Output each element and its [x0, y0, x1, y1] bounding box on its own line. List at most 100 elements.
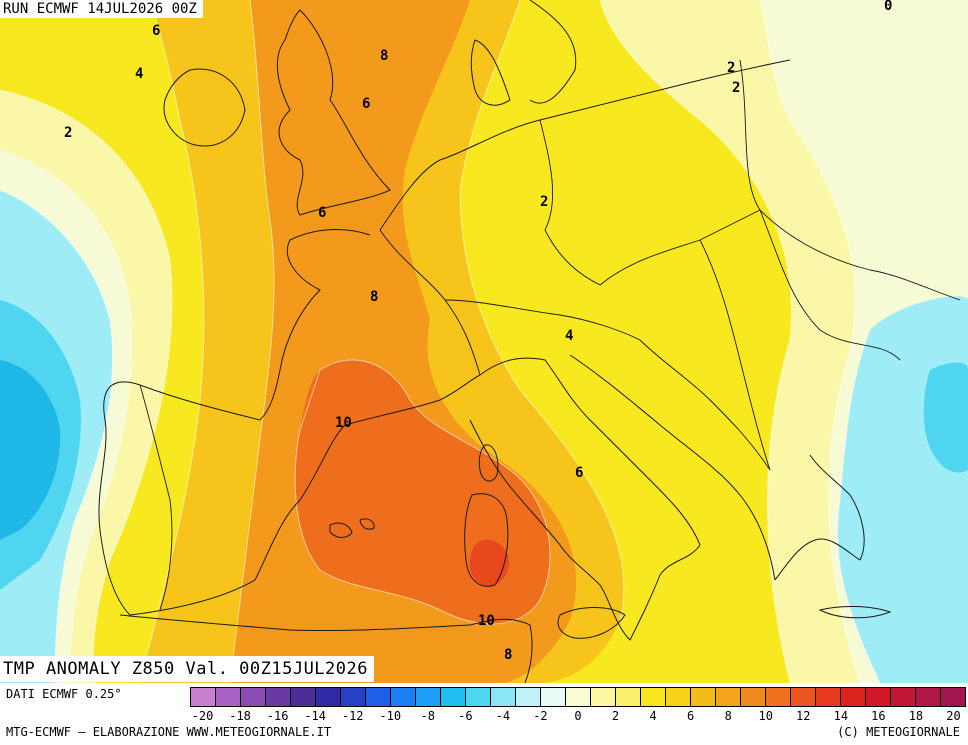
scale-tick-label: 2 — [611, 709, 620, 723]
field-red-orange-core — [469, 539, 509, 587]
coast-corsica — [478, 444, 499, 482]
run-label: RUN ECMWF 14JUL2026 00Z — [0, 0, 203, 18]
contour-label: 6 — [318, 205, 326, 221]
contour-label: 4 — [135, 66, 143, 82]
coast-denmark — [470, 39, 511, 106]
scale-swatch — [941, 688, 965, 706]
coast-iberia — [98, 381, 346, 616]
scale-tick-label: -8 — [420, 709, 436, 723]
scale-swatch — [791, 688, 816, 706]
scale-tick-label: 12 — [796, 709, 811, 723]
scale-swatch — [416, 688, 441, 706]
scale-swatch — [716, 688, 741, 706]
coast-italy — [469, 357, 701, 641]
scale-swatch — [441, 688, 466, 706]
contour-value-labels: 6 4 2 8 6 6 8 10 2 2 2 4 6 10 8 0 — [64, 0, 892, 663]
scale-tick-label: 4 — [649, 709, 657, 723]
scale-swatch — [741, 688, 766, 706]
contour-label: 8 — [504, 647, 512, 663]
contour-label: 8 — [370, 289, 378, 305]
scale-swatch — [766, 688, 791, 706]
contour-label: 2 — [732, 80, 740, 96]
scale-swatch — [841, 688, 866, 706]
field-blue-aegean — [923, 362, 968, 473]
copyright-label: (C) METEOGIORNALE — [837, 725, 960, 739]
contour-label: 10 — [335, 415, 352, 431]
contour-label: 6 — [152, 23, 160, 39]
contour-label: 10 — [478, 613, 495, 629]
credits-label: MTG-ECMWF – ELABORAZIONE WWW.METEOGIORNA… — [6, 725, 332, 739]
coast-adriatic-east — [569, 354, 776, 581]
coast-north-europe — [379, 59, 791, 231]
scale-swatch — [541, 688, 566, 706]
map-title: TMP ANOMALY Z850 Val. 00Z15JUL2026 — [0, 656, 374, 682]
scale-tick-label: -20 — [191, 709, 214, 723]
coast-sardinia — [464, 493, 509, 587]
contour-label: 4 — [565, 328, 573, 344]
country-borders — [139, 59, 961, 611]
contour-label: 0 — [884, 0, 892, 14]
scale-tick-label: 20 — [946, 709, 961, 723]
coast-scandinavia — [529, 0, 577, 104]
scale-tick-label: -6 — [458, 709, 473, 723]
coast-great-britain — [276, 9, 391, 216]
color-scale-labels: -20 -18 -16 -14 -12 -10 -8 -6 -4 -2 0 2 4 6 8 10 12 14 16 1… — [190, 709, 966, 723]
contour-label: 2 — [727, 60, 735, 76]
scale-tick-label: -10 — [379, 709, 402, 723]
temperature-anomaly-map: 6 4 2 8 6 6 8 10 2 2 2 4 6 10 8 0 — [0, 0, 968, 683]
scale-tick-label: 6 — [687, 709, 695, 723]
scale-tick-label: 10 — [758, 709, 773, 723]
scale-swatch — [291, 688, 316, 706]
scale-swatch — [466, 688, 491, 706]
scale-tick-label: 16 — [871, 709, 886, 723]
contour-label: 2 — [64, 125, 72, 141]
scale-swatch — [516, 688, 541, 706]
scale-swatch — [691, 688, 716, 706]
scale-tick-label: -12 — [341, 709, 364, 723]
scale-swatch — [591, 688, 616, 706]
coast-france-west — [259, 229, 371, 421]
coast-balearics — [329, 518, 375, 538]
scale-swatch — [891, 688, 916, 706]
color-scale-bar — [190, 687, 966, 707]
scale-tick-label: 8 — [724, 709, 732, 723]
scale-swatch — [866, 688, 891, 706]
scale-swatch — [241, 688, 266, 706]
scale-tick-label: -4 — [495, 709, 511, 723]
coastlines — [98, 0, 892, 683]
scale-swatch — [641, 688, 666, 706]
scale-swatch — [616, 688, 641, 706]
coast-med-france — [344, 374, 481, 426]
scale-swatch — [266, 688, 291, 706]
coast-sicily — [557, 607, 626, 639]
coast-crete — [818, 605, 892, 619]
legend-footer: DATI ECMWF 0.25° -20 -18 -16 -14 -12 -10 -8 -6-… — [0, 683, 968, 745]
scale-swatch — [366, 688, 391, 706]
scale-tick-label: 18 — [908, 709, 924, 723]
scale-swatch — [316, 688, 341, 706]
scale-swatch — [216, 688, 241, 706]
coast-ireland — [163, 68, 246, 147]
scale-swatch — [191, 688, 216, 706]
scale-tick-label: -2 — [533, 709, 548, 723]
scale-tick-label: -14 — [304, 709, 326, 723]
scale-tick-label: 0 — [574, 709, 582, 723]
contour-label: 6 — [362, 96, 370, 112]
scale-swatch — [391, 688, 416, 706]
data-source-label: DATI ECMWF 0.25° — [6, 687, 122, 701]
scale-swatch — [816, 688, 841, 706]
field-deep-blue-atlantic — [0, 360, 61, 540]
scale-swatch — [916, 688, 941, 706]
scale-swatch — [666, 688, 691, 706]
scale-tick-label: -18 — [229, 709, 251, 723]
scale-tick-label: -16 — [266, 709, 289, 723]
scale-swatch — [566, 688, 591, 706]
scale-swatch — [491, 688, 516, 706]
contour-label: 6 — [575, 465, 583, 481]
coast-greece — [774, 454, 865, 581]
scale-swatch — [341, 688, 366, 706]
contour-label: 2 — [540, 194, 548, 210]
coast-north-africa — [119, 614, 533, 683]
contour-label: 8 — [380, 48, 388, 64]
